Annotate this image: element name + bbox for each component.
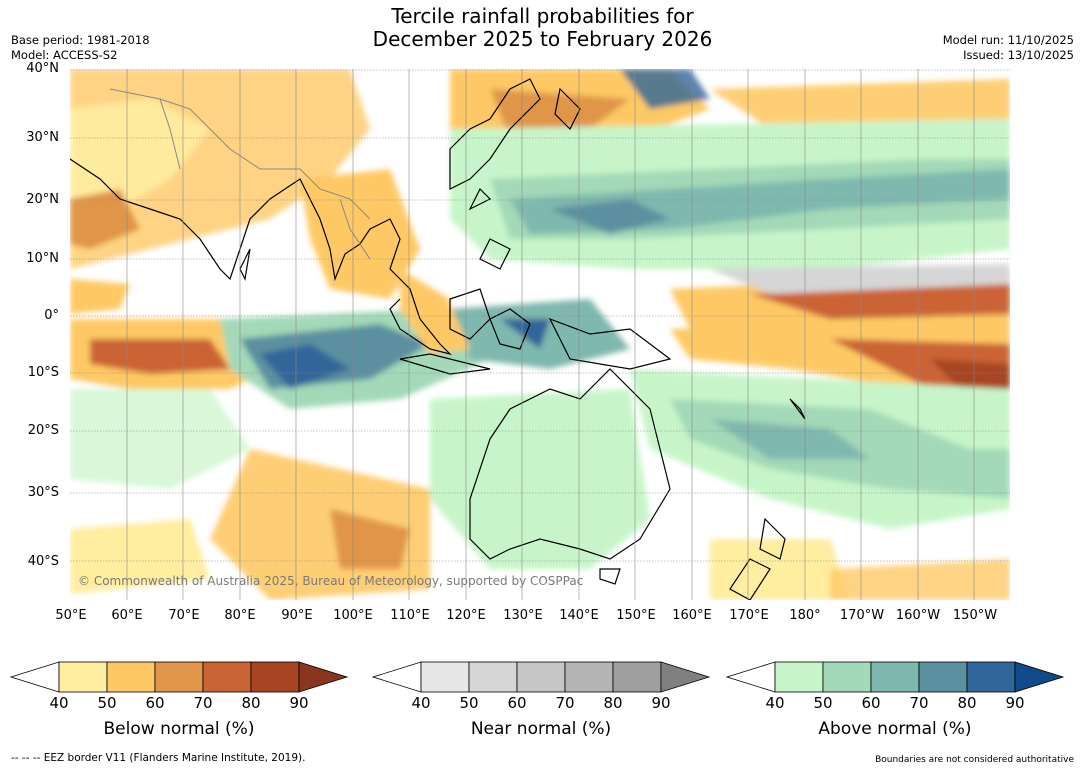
lat-label-0: 0° <box>44 308 59 323</box>
lon-label-150e: 150°E <box>616 608 656 623</box>
colorbar-segment <box>106 661 156 693</box>
colorbar-segment <box>966 661 1016 693</box>
lon-label-60e: 60°E <box>111 608 143 623</box>
lon-label-150w: 150°W <box>952 608 998 623</box>
cb-above-tick-40: 40 <box>765 694 785 712</box>
colorbar-near-normal <box>372 661 711 693</box>
lat-label-20n: 20°N <box>26 192 59 207</box>
lon-label-110e: 110°E <box>390 608 430 623</box>
issued-date: Issued: 13/10/2025 <box>963 48 1074 62</box>
eez-border-note: -- -- -- EEZ border V11 (Flanders Marine… <box>11 752 306 764</box>
colorbar-segment <box>726 661 776 693</box>
colorbar-segment <box>564 661 614 693</box>
base-period: Base period: 1981-2018 <box>11 33 150 47</box>
cb-below-tick-70: 70 <box>193 694 213 712</box>
graticule <box>70 69 1010 600</box>
lat-label-30s: 30°S <box>27 485 59 500</box>
cb-below-tick-80: 80 <box>241 694 261 712</box>
colorbar-segment <box>154 661 204 693</box>
colorbar-segment <box>202 661 252 693</box>
colorbar-segment <box>516 661 566 693</box>
cb-near-tick-60: 60 <box>507 694 527 712</box>
copyright-notice: © Commonwealth of Australia 2025, Bureau… <box>78 574 584 588</box>
cb-near-tick-40: 40 <box>411 694 431 712</box>
probability-field <box>70 69 1010 600</box>
lat-label-10s: 10°S <box>27 365 59 380</box>
colorbar-segment <box>420 661 470 693</box>
cb-near-tick-70: 70 <box>555 694 575 712</box>
colorbar-segment <box>612 661 662 693</box>
colorbar-segment <box>1014 661 1065 693</box>
colorbar-segment <box>298 661 349 693</box>
cb-near-label: Near normal (%) <box>470 719 612 739</box>
lon-label-160e: 160°E <box>672 608 712 623</box>
cb-below-label: Below normal (%) <box>103 719 255 739</box>
cb-above-tick-80: 80 <box>957 694 977 712</box>
colorbar-segment <box>250 661 300 693</box>
boundary-disclaimer: Boundaries are not considered authoritat… <box>875 755 1074 765</box>
cb-below-tick-90: 90 <box>289 694 309 712</box>
lat-label-10n: 10°N <box>26 251 59 266</box>
lat-label-30n: 30°N <box>26 130 59 145</box>
cb-above-tick-50: 50 <box>813 694 833 712</box>
cb-below-tick-50: 50 <box>97 694 117 712</box>
colorbar-above-normal <box>726 661 1065 693</box>
cb-below-tick-60: 60 <box>145 694 165 712</box>
cb-near-tick-50: 50 <box>459 694 479 712</box>
colorbar-segment <box>822 661 872 693</box>
model-name: Model: ACCESS-S2 <box>11 48 118 62</box>
lon-label-120e: 120°E <box>446 608 486 623</box>
cb-near-tick-80: 80 <box>603 694 623 712</box>
colorbar-segment <box>774 661 824 693</box>
lon-label-170e: 170°E <box>729 608 769 623</box>
lat-label-40s: 40°S <box>27 554 59 569</box>
colorbar-segment <box>468 661 518 693</box>
rainfall-probability-map <box>70 69 1010 600</box>
colorbar-segment <box>58 661 108 693</box>
cb-above-tick-60: 60 <box>861 694 881 712</box>
colorbar-segment <box>918 661 968 693</box>
lon-label-180: 180° <box>789 608 821 623</box>
colorbar-segment <box>870 661 920 693</box>
lon-label-80e: 80°E <box>224 608 256 623</box>
model-run: Model run: 11/10/2025 <box>942 33 1074 47</box>
colorbar-segment <box>10 661 60 693</box>
lon-label-140e: 140°E <box>559 608 599 623</box>
cb-above-label: Above normal (%) <box>818 719 972 739</box>
lon-label-70e: 70°E <box>168 608 200 623</box>
lon-label-50e: 50°E <box>55 608 87 623</box>
lon-label-160w: 160°W <box>895 608 941 623</box>
colorbar-segment <box>660 661 711 693</box>
cb-above-tick-90: 90 <box>1005 694 1025 712</box>
lon-label-90e: 90°E <box>281 608 313 623</box>
colorbar-segment <box>372 661 422 693</box>
lat-label-40n: 40°N <box>26 61 59 76</box>
lon-label-170w: 170°W <box>839 608 885 623</box>
cb-near-tick-90: 90 <box>651 694 671 712</box>
lon-label-130e: 130°E <box>503 608 543 623</box>
country-borders <box>109 88 371 260</box>
map-title-line2: December 2025 to February 2026 <box>372 27 713 51</box>
lat-label-20s: 20°S <box>27 423 59 438</box>
cb-below-tick-40: 40 <box>49 694 69 712</box>
map-title-line1: Tercile rainfall probabilities for <box>391 4 694 28</box>
cb-above-tick-70: 70 <box>909 694 929 712</box>
coastlines <box>70 78 806 600</box>
colorbar-below-normal <box>10 661 349 693</box>
lon-label-100e: 100°E <box>333 608 373 623</box>
